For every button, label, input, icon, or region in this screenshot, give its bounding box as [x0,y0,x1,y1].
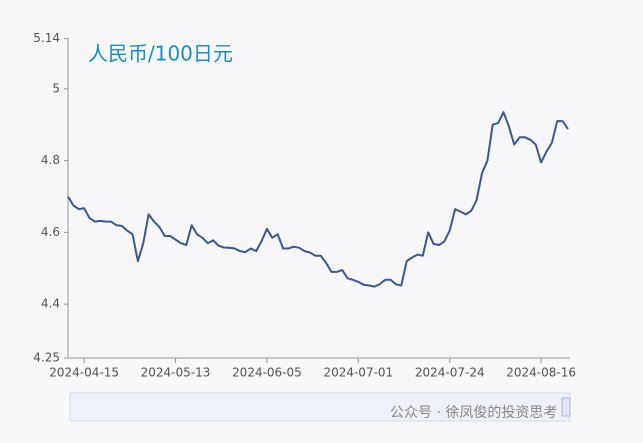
y-tick-label: 4.4 [41,297,60,311]
x-tick-label: 2024-07-24 [415,366,485,380]
zoom-handle[interactable] [561,397,571,417]
x-tick-label: 2024-05-13 [141,366,211,380]
x-tick-label: 2024-06-05 [232,366,302,380]
y-tick-label: 5 [52,81,60,95]
chart-title: 人民币/100日元 [88,42,233,66]
watermark: 公众号 · 徐凤俊的投资思考 [390,405,557,421]
x-tick-label: 2024-08-16 [506,366,576,380]
x-tick-label: 2024-07-01 [323,366,393,380]
series-line [67,111,569,288]
y-tick-label: 5.14 [33,31,60,45]
x-tick-label: 2024-04-15 [49,366,119,380]
y-tick-label: 4.8 [41,153,60,167]
zoom-slider[interactable] [69,392,571,422]
y-tick-label: 4.6 [41,225,60,239]
y-tick-label: 4.25 [33,351,60,365]
